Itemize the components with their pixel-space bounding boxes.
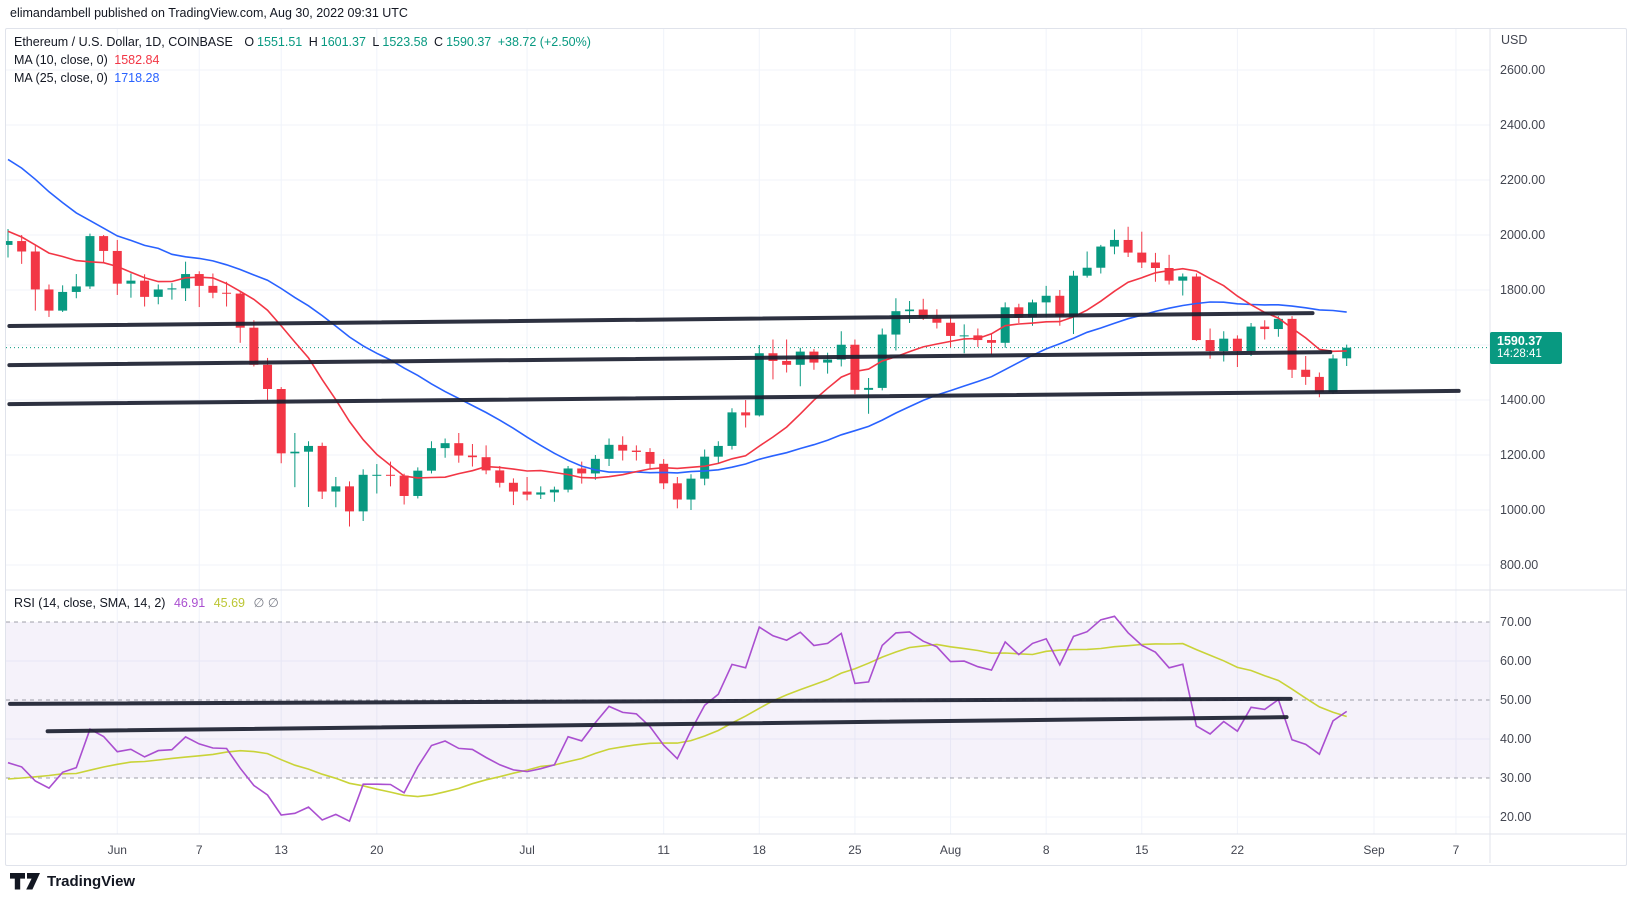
date-tick-label: 11	[657, 843, 670, 857]
rsi-tick-label: 40.00	[1500, 732, 1531, 746]
trend-line[interactable]	[7, 388, 1461, 407]
ma10-legend-row[interactable]: MA (10, close, 0) 1582.84	[14, 51, 594, 69]
date-tick-label: Aug	[940, 843, 961, 857]
rsi-tick-label: 60.00	[1500, 654, 1531, 668]
date-tick-label: 22	[1231, 843, 1245, 857]
date-tick-label: 25	[848, 843, 862, 857]
attribution-text: elimandambell published on TradingView.c…	[10, 6, 408, 20]
ohlc-close-value: 1590.37	[446, 35, 492, 49]
axis-labels: 2600.00 2400.00 2200.00 2000.00 1800.00 1400.…	[108, 63, 1546, 857]
footer-bar: TradingView	[0, 866, 1633, 901]
price-tick-label: 1000.00	[1500, 503, 1545, 517]
ohlc-change-value: +38.72 (+2.50%)	[497, 35, 591, 49]
price-tick-label: 1200.00	[1500, 448, 1545, 462]
date-tick-label: Jul	[519, 843, 534, 857]
price-tick-label: 800.00	[1500, 558, 1538, 572]
tradingview-logo-icon	[10, 873, 40, 890]
ma25-legend-row[interactable]: MA (25, close, 0) 1718.28	[14, 69, 594, 87]
trend-line[interactable]	[7, 350, 1333, 368]
rsi-tick-label: 50.00	[1500, 693, 1531, 707]
price-tick-label: 2200.00	[1500, 173, 1545, 187]
rsi-series	[7, 615, 1348, 823]
date-tick-label: 20	[370, 843, 384, 857]
candlestick-series	[6, 226, 1352, 527]
trend-lines[interactable]	[7, 311, 1461, 734]
symbol-title: Ethereum / U.S. Dollar, 1D, COINBASE	[14, 35, 233, 49]
date-tick-label: 18	[753, 843, 767, 857]
price-tick-label: 2000.00	[1500, 228, 1545, 242]
date-tick-label: 15	[1135, 843, 1149, 857]
ohlc-high-value: 1601.37	[320, 35, 366, 49]
ohlc-low-value: 1523.58	[382, 35, 428, 49]
last-price-badge: 1590.37 14:28:41	[1490, 332, 1562, 364]
date-tick-label: 7	[1453, 843, 1460, 857]
ma25-line	[7, 158, 1347, 474]
rsi-label: RSI (14, close, SMA, 14, 2)	[14, 596, 166, 610]
price-tick-label: 2400.00	[1500, 118, 1545, 132]
ohlc-open-value: 1551.51	[257, 35, 303, 49]
ma25-label: MA (25, close, 0)	[14, 71, 108, 85]
price-tick-label: 1800.00	[1500, 283, 1545, 297]
price-tick-label: 1400.00	[1500, 393, 1545, 407]
rsi-empty-markers: ∅ ∅	[253, 596, 279, 610]
trend-line[interactable]	[45, 715, 1289, 734]
rsi-tick-label: 20.00	[1500, 810, 1531, 824]
ma10-value: 1582.84	[114, 53, 160, 67]
rsi-line	[7, 615, 1348, 823]
rsi-value: 46.91	[173, 596, 206, 610]
date-tick-label: Sep	[1363, 843, 1385, 857]
ohlc-open-label: O	[244, 35, 255, 49]
bar-countdown: 14:28:41	[1497, 348, 1542, 360]
trend-line[interactable]	[8, 696, 1293, 706]
ma-overlays	[7, 158, 1347, 479]
pane-borders	[6, 29, 1626, 863]
tradingview-brand-link[interactable]: TradingView	[10, 873, 135, 890]
date-tick-label: 8	[1043, 843, 1050, 857]
ma10-label: MA (10, close, 0)	[14, 53, 108, 67]
date-tick-label: Jun	[108, 843, 127, 857]
date-tick-label: 13	[275, 843, 289, 857]
axis-currency-label: USD	[1501, 33, 1528, 47]
price-tick-label: 2600.00	[1500, 63, 1545, 77]
tradingview-brand-text: TradingView	[47, 873, 136, 890]
date-tick-label: 7	[196, 843, 203, 857]
rsi-tick-label: 70.00	[1500, 615, 1531, 629]
rsi-sma-line	[7, 642, 1347, 798]
chart-frame: 2600.00 2400.00 2200.00 2000.00 1800.00 1400.…	[5, 28, 1627, 866]
ohlc-high-label: H	[308, 35, 318, 49]
rsi-sma-value: 45.69	[213, 596, 245, 610]
trend-line[interactable]	[7, 311, 1315, 329]
chart-canvas[interactable]: 2600.00 2400.00 2200.00 2000.00 1800.00 1400.…	[6, 29, 1626, 863]
ma10-line	[7, 230, 1347, 479]
ohlc-low-label: L	[372, 35, 380, 49]
ma25-value: 1718.28	[114, 71, 160, 85]
rsi-tick-label: 30.00	[1500, 771, 1531, 785]
last-price-value: 1590.37	[1497, 334, 1543, 348]
main-legend: Ethereum / U.S. Dollar, 1D, COINBASE O 15…	[14, 33, 594, 87]
rsi-legend-row[interactable]: RSI (14, close, SMA, 14, 2) 46.91 45.69 …	[14, 595, 284, 610]
ohlc-close-label: C	[434, 35, 444, 49]
symbol-legend-row[interactable]: Ethereum / U.S. Dollar, 1D, COINBASE O 15…	[14, 33, 594, 51]
